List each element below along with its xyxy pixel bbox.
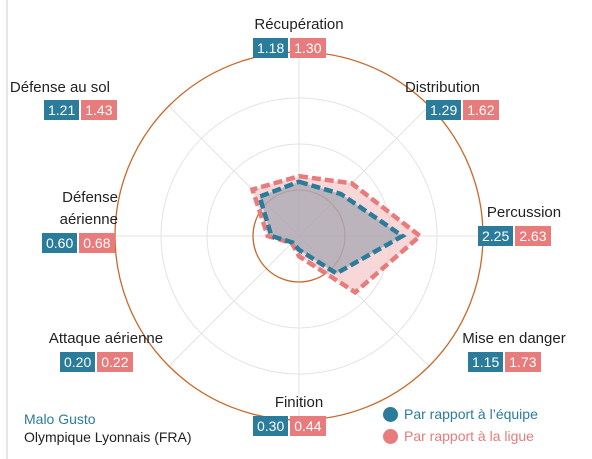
value-boxes: 0.30 0.44 [253, 416, 347, 436]
player-name: Malo Gusto [24, 411, 96, 427]
value-label: 2.25 [478, 226, 514, 246]
value-label: 0.68 [79, 233, 115, 253]
legend-marker [383, 406, 398, 422]
team-name: Olympique Lyonnais (FRA) [24, 429, 192, 445]
series-area [256, 179, 407, 277]
value-boxes: 1.15 1.73 [468, 352, 562, 372]
value-label: 1.30 [290, 38, 326, 58]
axis-label: Finition [274, 394, 324, 411]
value-boxes: 1.18 1.30 [253, 38, 347, 58]
value-label: 1.43 [81, 100, 117, 120]
value-label: 1.73 [505, 352, 541, 372]
axis-label: Défense au sol [9, 79, 110, 96]
legend-entry: Par rapport à l’équipe [383, 406, 538, 422]
legend-label: Par rapport à l’équipe [404, 406, 538, 422]
value-boxes: 0.60 0.68 [42, 233, 136, 253]
value-label: 0.22 [97, 352, 133, 372]
axis-label: Distribution [404, 79, 480, 96]
legend-entry: Par rapport à la ligue [383, 428, 534, 444]
axis-label: Attaque aérienne [48, 330, 164, 347]
value-label: 0.44 [290, 416, 326, 436]
value-boxes: 1.21 1.43 [44, 100, 138, 120]
value-boxes: 2.25 2.63 [478, 226, 572, 246]
axis-label: Percussion [486, 204, 562, 221]
axis-label: Mise en danger [462, 330, 566, 347]
value-label: 2.63 [515, 226, 551, 246]
value-label: 1.15 [468, 352, 504, 372]
grid-circle [160, 97, 438, 375]
value-label: 1.21 [44, 100, 80, 120]
value-boxes: 0.20 0.22 [60, 352, 154, 372]
legend-marker [383, 428, 398, 444]
axis-label: Défense aérienne [59, 189, 118, 228]
value-label: 0.60 [42, 233, 78, 253]
value-boxes: 1.29 1.62 [426, 100, 520, 120]
axis-label: Récupération [254, 16, 344, 33]
value-label: 1.18 [253, 38, 289, 58]
value-label: 0.30 [253, 416, 289, 436]
value-label: 1.62 [463, 100, 499, 120]
value-label: 1.29 [426, 100, 462, 120]
legend-label: Par rapport à la ligue [404, 428, 534, 444]
value-label: 0.20 [60, 352, 96, 372]
